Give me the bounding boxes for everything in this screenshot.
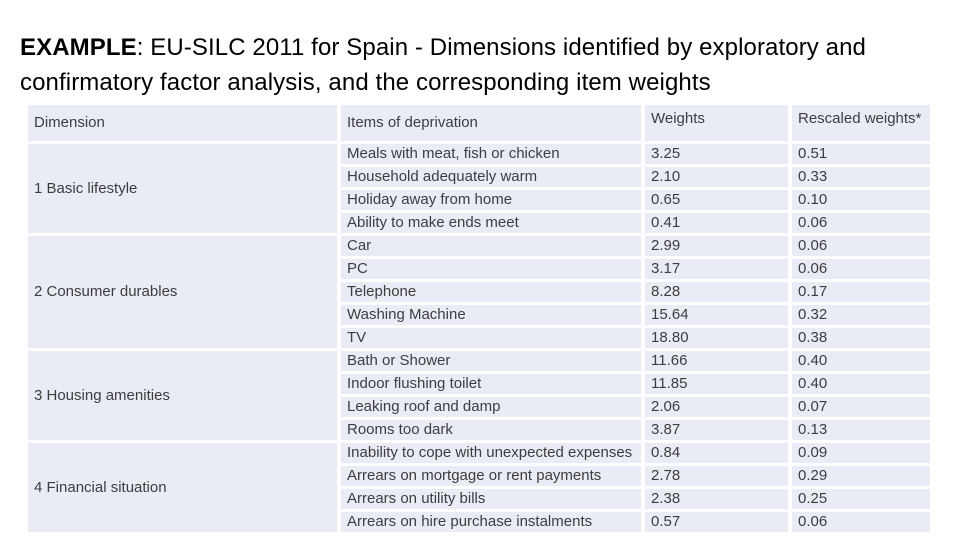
weight-cell: 0.57 — [645, 512, 788, 532]
dimension-cell: 3 Housing amenities — [28, 351, 337, 440]
weight-cell: 0.84 — [645, 443, 788, 463]
weight-cell: 0.41 — [645, 213, 788, 233]
rescaled-cell: 0.09 — [792, 443, 930, 463]
item-cell: Ability to make ends meet — [341, 213, 641, 233]
rescaled-cell: 0.40 — [792, 374, 930, 394]
weight-cell: 0.65 — [645, 190, 788, 210]
table-row: Arrears on hire purchase instalments 0.57… — [28, 512, 930, 532]
header-dimension: Dimension — [28, 105, 337, 141]
header-row: Dimension Items of deprivation Weights R… — [28, 105, 930, 141]
rescaled-cell: 0.06 — [792, 259, 930, 279]
rescaled-cell: 0.06 — [792, 512, 930, 532]
header-rescaled-weights: Rescaled weights* — [792, 105, 930, 141]
item-cell: Inability to cope with unexpected expens… — [341, 443, 641, 463]
rescaled-cell: 0.40 — [792, 351, 930, 371]
weight-cell: 15.64 — [645, 305, 788, 325]
rescaled-cell: 0.17 — [792, 282, 930, 302]
item-cell: PC — [341, 259, 641, 279]
dimension-cell: 1 Basic lifestyle — [28, 144, 337, 233]
table-row: Holiday away from home 0.65 0.10 — [28, 190, 930, 210]
rescaled-cell: 0.06 — [792, 213, 930, 233]
weight-cell: 2.06 — [645, 397, 788, 417]
item-cell: Car — [341, 236, 641, 256]
weight-cell: 2.10 — [645, 167, 788, 187]
rescaled-cell: 0.32 — [792, 305, 930, 325]
rescaled-cell: 0.13 — [792, 420, 930, 440]
dimension-cell: 2 Consumer durables — [28, 236, 337, 348]
item-cell: Arrears on mortgage or rent payments — [341, 466, 641, 486]
slide-title: EXAMPLE: EU-SILC 2011 for Spain - Dimens… — [20, 30, 932, 100]
rescaled-cell: 0.38 — [792, 328, 930, 348]
weight-cell: 18.80 — [645, 328, 788, 348]
weight-cell: 11.66 — [645, 351, 788, 371]
item-cell: Arrears on utility bills — [341, 489, 641, 509]
table-body: 1 Basic lifestyle Meals with meat, fish o… — [28, 144, 930, 532]
table-row: 3 Housing amenities Bath or Shower 11.66 0.… — [28, 351, 930, 440]
item-cell: Bath or Shower — [341, 351, 641, 371]
rescaled-cell: 0.33 — [792, 167, 930, 187]
item-cell: Rooms too dark — [341, 420, 641, 440]
weight-cell: 2.99 — [645, 236, 788, 256]
slide-title-text: : EU-SILC 2011 for Spain - Dimensions id… — [20, 34, 867, 96]
weight-cell: 11.85 — [645, 374, 788, 394]
table-row: Indoor flushing toilet 11.85 0.40 — [28, 374, 930, 394]
weight-cell: 3.87 — [645, 420, 788, 440]
table-row: TV 18.80 0.38 — [28, 328, 930, 348]
table-row: Ability to make ends meet 0.41 0.06 — [28, 213, 930, 233]
table-row: Telephone 8.28 0.17 — [28, 282, 930, 302]
weight-cell: 8.28 — [645, 282, 788, 302]
item-cell: Indoor flushing toilet — [341, 374, 641, 394]
table-row: 2 Consumer durables Car 2.99 0.06 — [28, 236, 930, 348]
item-cell: Meals with meat, fish or chicken — [341, 144, 641, 164]
item-cell: Holiday away from home — [341, 190, 641, 210]
item-cell: Leaking roof and damp — [341, 397, 641, 417]
header-items-of-deprivation: Items of deprivation — [341, 105, 641, 141]
deprivation-table: Dimension Items of deprivation Weights R… — [24, 102, 934, 535]
slide-title-emphasis: EXAMPLE — [20, 34, 137, 61]
weight-cell: 3.17 — [645, 259, 788, 279]
item-cell: TV — [341, 328, 641, 348]
table-row: PC 3.17 0.06 — [28, 259, 930, 279]
rescaled-cell: 0.07 — [792, 397, 930, 417]
rescaled-cell: 0.51 — [792, 144, 930, 164]
item-cell: Telephone — [341, 282, 641, 302]
table-row: 4 Financial situation Inability to cope w… — [28, 443, 930, 532]
table-row: Washing Machine 15.64 0.32 — [28, 305, 930, 325]
table-row: 1 Basic lifestyle Meals with meat, fish o… — [28, 144, 930, 233]
rescaled-cell: 0.29 — [792, 466, 930, 486]
table-row: Arrears on utility bills 2.38 0.25 — [28, 489, 930, 509]
header-weights: Weights — [645, 105, 788, 141]
weight-cell: 2.78 — [645, 466, 788, 486]
item-cell: Household adequately warm — [341, 167, 641, 187]
table-row: Leaking roof and damp 2.06 0.07 — [28, 397, 930, 417]
weight-cell: 2.38 — [645, 489, 788, 509]
item-cell: Arrears on hire purchase instalments — [341, 512, 641, 532]
table-row: Household adequately warm 2.10 0.33 — [28, 167, 930, 187]
table-row: Arrears on mortgage or rent payments 2.78… — [28, 466, 930, 486]
rescaled-cell: 0.06 — [792, 236, 930, 256]
weight-cell: 3.25 — [645, 144, 788, 164]
rescaled-cell: 0.25 — [792, 489, 930, 509]
rescaled-cell: 0.10 — [792, 190, 930, 210]
dimension-cell: 4 Financial situation — [28, 443, 337, 532]
item-cell: Washing Machine — [341, 305, 641, 325]
table-row: Rooms too dark 3.87 0.13 — [28, 420, 930, 440]
